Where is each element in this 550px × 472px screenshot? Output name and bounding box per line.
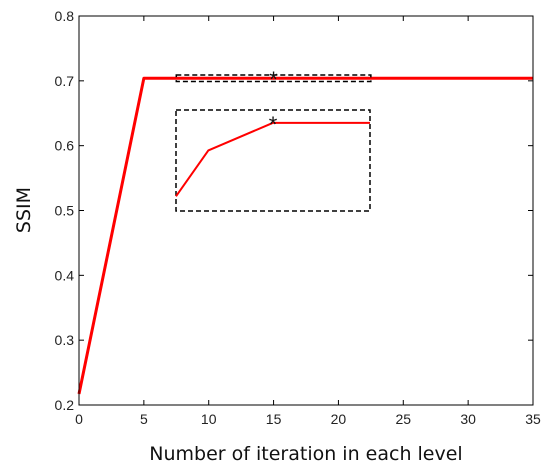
x-axis-label: Number of iteration in each level (149, 443, 462, 465)
inset-zoom: * (175, 109, 371, 212)
zoom-region-box (175, 74, 372, 83)
x-tick-label: 0 (75, 411, 83, 427)
axis-ticks: 0 5 10 15 20 25 30 35 0.2 0.3 0.4 0.5 0.6 0.7 0.8 (55, 8, 541, 427)
y-tick-label: 0.3 (55, 332, 75, 348)
y-tick-label: 0.8 (55, 8, 75, 24)
inset-box (175, 109, 371, 212)
inset-marker: * (269, 112, 278, 137)
x-tick-label: 30 (460, 411, 476, 427)
y-axis-label: SSIM (13, 187, 35, 233)
data-lines: * (77, 67, 533, 395)
x-tick-label: 35 (525, 411, 541, 427)
x-tick-label: 20 (331, 411, 347, 427)
y-tick-label: 0.7 (55, 73, 75, 89)
series-line (77, 76, 533, 395)
y-tick-label: 0.4 (55, 267, 75, 283)
x-tick-label: 10 (201, 411, 217, 427)
y-tick-label: 0.2 (55, 397, 75, 413)
highlight-marker: * (269, 67, 278, 92)
y-tick-label: 0.5 (55, 203, 75, 219)
x-tick-label: 25 (395, 411, 411, 427)
plot-frame (78, 15, 534, 406)
y-tick-label: 0.6 (55, 138, 75, 154)
x-tick-label: 15 (266, 411, 282, 427)
inset-series-line (175, 121, 370, 197)
x-tick-label: 5 (140, 411, 148, 427)
